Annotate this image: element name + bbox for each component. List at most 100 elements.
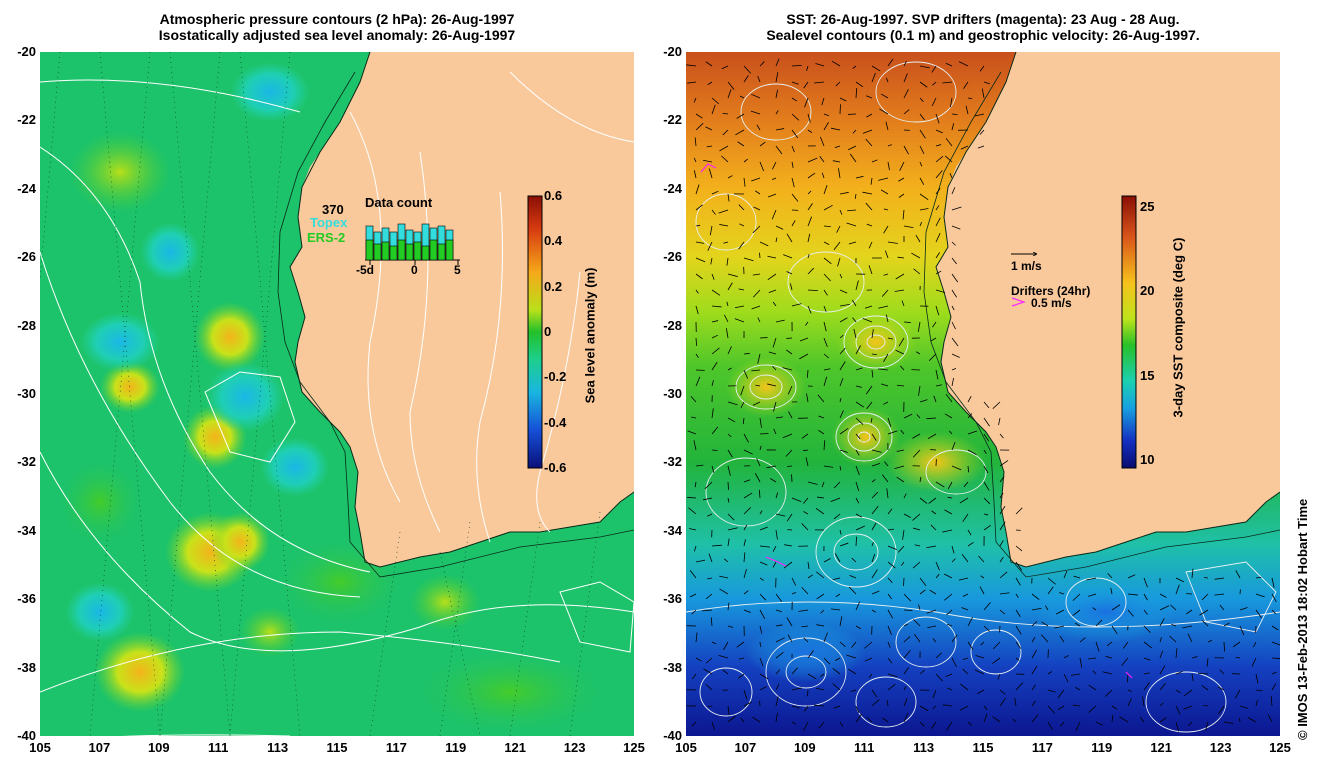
velocity-arrow [849, 575, 857, 579]
velocity-arrow [711, 209, 716, 215]
velocity-arrow [743, 65, 752, 74]
velocity-arrow [903, 513, 911, 518]
velocity-arrow [695, 376, 701, 387]
sea-level-anomaly-map[interactable]: 370 Topex ERS-2 Data count -5d 0 5 [40, 52, 634, 736]
y-tick-label: -20 [663, 44, 682, 59]
velocity-arrow [1207, 639, 1213, 643]
velocity-arrow [727, 282, 733, 291]
velocity-arrow [775, 669, 781, 675]
velocity-arrow [775, 513, 786, 517]
velocity-arrow [711, 641, 717, 645]
velocity-arrow [883, 273, 889, 276]
geostrophic-velocity-arrows [686, 58, 1280, 732]
velocity-arrow [727, 89, 732, 99]
velocity-arrow [695, 122, 704, 131]
velocity-arrow [1088, 657, 1097, 660]
velocity-arrow [1070, 673, 1081, 676]
velocity-arrow [855, 367, 863, 371]
velocity-arrow [759, 161, 765, 172]
velocity-arrow [932, 689, 937, 699]
velocity-arrow [900, 429, 905, 435]
velocity-arrow [823, 368, 831, 371]
y-tick-label: -28 [663, 317, 682, 333]
velocity-arrow [846, 222, 857, 227]
velocity-arrow [935, 270, 942, 275]
velocity-arrow [823, 289, 828, 296]
velocity-arrow [759, 561, 768, 566]
velocity-arrow [708, 168, 713, 179]
velocity-arrow [708, 553, 713, 563]
velocity-arrow [884, 250, 889, 259]
velocity-arrow [1073, 575, 1081, 579]
velocity-arrow [967, 413, 973, 419]
velocity-arrow [818, 429, 825, 435]
velocity-arrow [830, 127, 841, 131]
velocity-arrow [946, 623, 953, 627]
velocity-arrow [1159, 593, 1167, 598]
velocity-arrow [945, 137, 953, 147]
velocity-arrow [949, 172, 953, 179]
velocity-arrow [881, 474, 889, 483]
velocity-arrow [818, 415, 825, 419]
sst-colorbar-tick: 10 [1140, 451, 1155, 467]
velocity-arrow [871, 329, 874, 339]
velocity-arrow [919, 145, 925, 154]
velocity-arrow [1106, 641, 1113, 647]
shelf-contour [923, 71, 1280, 578]
velocity-arrow [1111, 625, 1118, 635]
velocity-arrow [743, 569, 747, 579]
velocity-arrow [866, 95, 873, 99]
velocity-arrow [1255, 609, 1262, 619]
velocity-arrow [775, 683, 780, 691]
velocity-arrow [758, 489, 761, 499]
velocity-arrow [807, 305, 812, 314]
velocity-arrow [759, 241, 769, 247]
velocity-arrow [743, 492, 753, 499]
velocity-arrow [727, 367, 732, 371]
velocity-arrow [1143, 641, 1152, 649]
velocity-arrow [992, 657, 1001, 664]
velocity-arrow [967, 465, 970, 473]
velocity-arrow [759, 141, 766, 147]
velocity-arrow [851, 641, 857, 648]
velocity-arrow [1255, 689, 1263, 692]
velocity-arrow [919, 113, 925, 121]
velocity-arrow [935, 129, 943, 134]
velocity-arrow [711, 320, 719, 323]
anomaly-blob [205, 362, 285, 432]
velocity-arrow [1143, 609, 1148, 615]
velocity-arrow [959, 683, 969, 691]
velocity-arrow [1012, 718, 1017, 723]
velocity-arrow [1015, 577, 1021, 586]
x-tick-label: 123 [563, 740, 586, 755]
velocity-arrow [807, 289, 819, 292]
velocity-arrow [961, 607, 969, 611]
velocity-arrow [855, 81, 864, 88]
velocity-arrow [803, 81, 809, 89]
velocity-arrow [839, 97, 847, 102]
velocity-arrow [740, 718, 745, 723]
velocity-arrow [775, 319, 785, 323]
velocity-arrow [951, 558, 956, 563]
velocity-arrow [711, 273, 715, 280]
velocity-arrow [903, 89, 909, 99]
velocity-arrow [786, 233, 793, 243]
velocity-arrow [931, 510, 937, 515]
velocity-arrow [1086, 577, 1097, 581]
velocity-arrow [960, 145, 969, 150]
sla-map-canvas [40, 52, 634, 736]
velocity-arrow [846, 654, 857, 659]
velocity-arrow [855, 625, 861, 630]
velocity-arrow [967, 541, 974, 547]
velocity-arrow [785, 449, 793, 457]
velocity-arrow [814, 704, 825, 707]
velocity-arrow [791, 177, 795, 188]
velocity-arrow [1063, 570, 1068, 579]
velocity-arrow [963, 481, 969, 488]
velocity-arrow [687, 430, 697, 435]
ers-count-bar [389, 245, 398, 261]
velocity-arrow [951, 273, 959, 283]
velocity-arrow [783, 561, 793, 569]
velocity-arrow [727, 417, 736, 423]
sst-map[interactable]: 1 m/s Drifters (24hr) 0.5 m/s [686, 52, 1280, 736]
